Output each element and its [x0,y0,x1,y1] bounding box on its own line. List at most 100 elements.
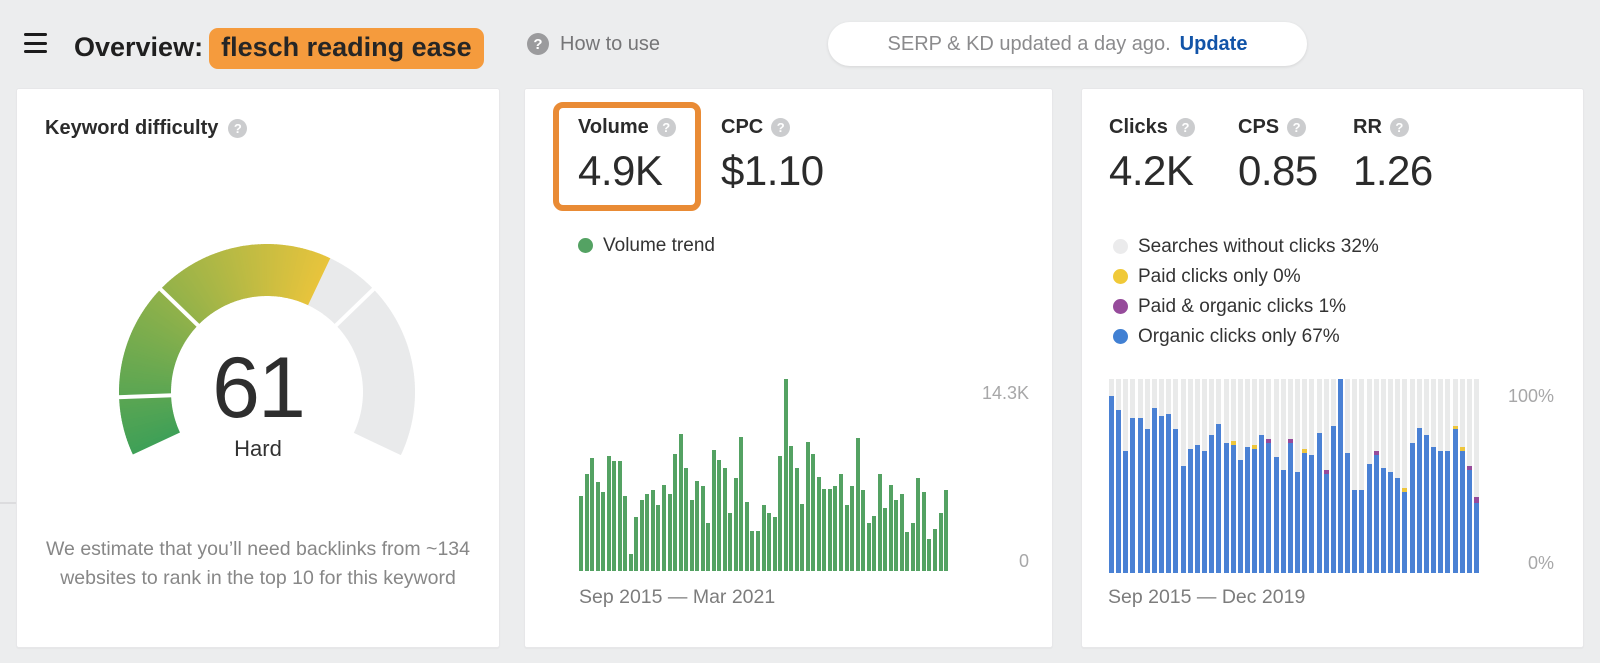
clicks-bar [1459,379,1465,573]
volume-bar [921,491,926,571]
volume-bar [667,494,672,571]
clicks-bar [1366,379,1372,573]
clicks-bar-segment [1309,454,1315,573]
clicks-bar-segment [1302,448,1308,453]
y-axis-min-label: 0% [1527,553,1554,573]
clicks-bar-segment [1280,470,1286,573]
cps-help-icon[interactable]: ? [1287,117,1307,137]
clicks-bar [1273,379,1279,573]
volume-bar [933,529,937,571]
volume-bar [855,438,860,571]
volume-bar [861,490,866,571]
volume-bar [645,494,650,571]
clicks-bar-segment [1302,452,1308,573]
y-axis-max-label: 14.3K [981,383,1029,403]
volume-bar [794,467,799,571]
clicks-bar-segment [1287,439,1293,444]
volume-bar [661,484,666,571]
volume-bar [606,455,611,571]
how-to-use-link[interactable]: How to use [560,33,661,55]
kd-card-title: Keyword difficulty [45,117,219,139]
kd-gauge [117,243,416,456]
clicks-bar-segment [1416,427,1422,573]
clicks-bar-segment [1330,425,1336,573]
volume-bar [744,502,749,571]
volume-bar [772,517,777,571]
clicks-bar [1373,379,1379,573]
metric-label: CPS [1238,115,1280,138]
volume-bar [700,486,705,571]
volume-bar [728,513,733,571]
clicks-bar-segment [1359,489,1365,573]
clicks-bar-segment [1202,450,1208,573]
volume-help-icon[interactable]: ? [656,117,676,137]
volume-card: Volume ? 4.9K CPC ? $1.10 Volume trend 1… [524,88,1053,648]
clicks-bar [1116,379,1122,573]
clicks-bar-segment [1323,474,1329,573]
metric-label: CPC [721,115,764,138]
clicks-help-icon[interactable]: ? [1175,117,1195,137]
metric-label: RR [1353,115,1382,138]
clicks-bar-segment [1438,450,1444,573]
cpc-help-icon[interactable]: ? [771,117,791,137]
clicks-bar [1395,379,1401,573]
clicks-bar [1180,379,1186,573]
volume-bar [783,379,788,571]
clicks-bar [1330,379,1336,573]
clicks-bar [1252,379,1258,573]
clicks-bar [1237,379,1243,573]
volume-bar [938,513,943,571]
volume-bar [717,459,722,571]
clicks-bar-segment [1373,454,1379,573]
volume-bar [822,489,827,571]
legend-dot [1113,239,1128,254]
rr-help-icon[interactable]: ? [1389,117,1409,137]
volume-bar [584,474,589,571]
menu-icon[interactable] [24,33,47,53]
clicks-bar-segment [1230,441,1236,445]
clicks-bar-segment [1123,450,1129,573]
legend-dot [578,238,593,253]
clicks-bar [1323,379,1329,573]
clicks-bar [1466,379,1472,573]
clicks-bar [1338,379,1343,573]
clicks-bar [1423,379,1429,573]
clicks-bar-segment [1402,487,1408,492]
volume-bar [656,505,661,571]
kd-help-icon[interactable]: ? [228,119,248,138]
update-button[interactable]: Update [1179,32,1248,55]
metric-value: 1.26 [1353,147,1433,194]
clicks-bar-segment [1223,443,1229,573]
volume-bar [866,522,871,571]
date-range-label: Sep 2015 — Dec 2019 [1108,586,1306,608]
clicks-bar-segment [1230,444,1236,573]
legend-item-paid-only: Paid clicks only 0% [1113,266,1301,287]
legend-dot [1113,299,1128,314]
volume-bar [827,489,832,571]
page-title: Overview: flesch reading ease [74,28,484,69]
volume-bar [678,434,683,571]
volume-bar [877,474,882,571]
clicks-bar-segment [1116,410,1122,573]
clicks-bar-segment [1366,464,1372,573]
clicks-bar [1280,379,1286,573]
legend-dot [1113,269,1128,284]
clicks-bar-segment [1423,435,1429,573]
clicks-bar-segment [1409,443,1415,573]
volume-bar [811,454,816,571]
metric-value: 0.85 [1238,147,1318,194]
metric-cps: CPS ? 0.85 [1238,115,1318,195]
clicks-bar-segment [1373,450,1379,455]
y-axis-min-label: 0 [1018,551,1029,571]
clicks-bar [1151,379,1157,573]
clicks-bar-segment [1466,466,1472,471]
clicks-bar [1359,379,1365,573]
clicks-bar [1123,379,1129,573]
clicks-bar [1287,379,1293,573]
clicks-bar-segment [1295,472,1301,573]
clicks-bar-segment [1130,417,1136,573]
clicks-bar-segment [1380,468,1386,573]
help-icon[interactable]: ? [527,33,549,55]
clicks-bar [1452,379,1458,573]
update-status: SERP & KD updated a day ago. [887,32,1171,55]
